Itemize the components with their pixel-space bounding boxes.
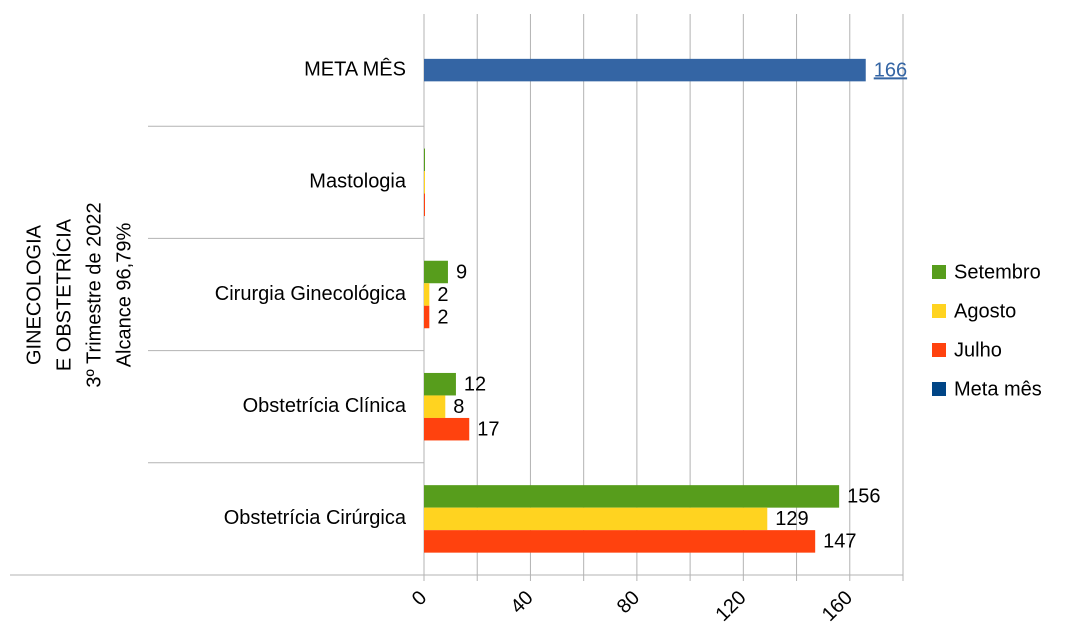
legend-swatch [932, 343, 946, 357]
data-label: 8 [453, 396, 464, 418]
y-axis-title: GINECOLOGIA [23, 224, 45, 365]
category-label: Obstetrícia Clínica [243, 395, 407, 417]
category-label: Mastologia [309, 171, 407, 193]
data-label: 2 [437, 306, 448, 328]
y-axis-title: 3º Trimestre de 2022 [83, 202, 105, 387]
legend-label: Julho [954, 339, 1002, 361]
bar [424, 58, 866, 82]
bar [424, 395, 446, 418]
bar [424, 260, 448, 284]
x-tick-label: 160 [818, 587, 857, 626]
legend-label: Agosto [954, 300, 1016, 322]
bar [424, 507, 768, 531]
bar [424, 417, 470, 441]
data-label: 129 [775, 508, 808, 530]
y-axis-title: E OBSTETRÍCIA [52, 218, 75, 371]
bar [424, 193, 425, 217]
legend-swatch [932, 382, 946, 396]
bar [424, 485, 840, 508]
legend-swatch [932, 304, 946, 318]
legend-label: Meta mês [954, 378, 1042, 400]
category-label: META MÊS [304, 57, 406, 80]
bar [424, 148, 425, 172]
y-axis-title: Alcance 96,79% [113, 223, 135, 368]
x-tick-label: 0 [408, 587, 431, 610]
data-label: 12 [464, 373, 486, 395]
data-label: 2 [437, 284, 448, 306]
data-label: 156 [847, 486, 880, 508]
legend-swatch [932, 265, 946, 279]
bar [424, 530, 816, 553]
data-label: 17 [477, 418, 499, 440]
data-label: 147 [823, 531, 856, 553]
data-label: 166 [874, 59, 907, 81]
category-label: Cirurgia Ginecológica [215, 283, 407, 305]
x-tick-label: 80 [613, 587, 644, 618]
bar [424, 305, 430, 329]
data-label: 9 [456, 261, 467, 283]
x-tick-label: 40 [506, 587, 537, 618]
x-tick-label: 120 [711, 587, 750, 626]
bar [424, 283, 430, 306]
bar [424, 372, 456, 396]
legend-label: Setembro [954, 261, 1041, 283]
bar [424, 171, 425, 194]
category-label: Obstetrícia Cirúrgica [224, 507, 407, 529]
